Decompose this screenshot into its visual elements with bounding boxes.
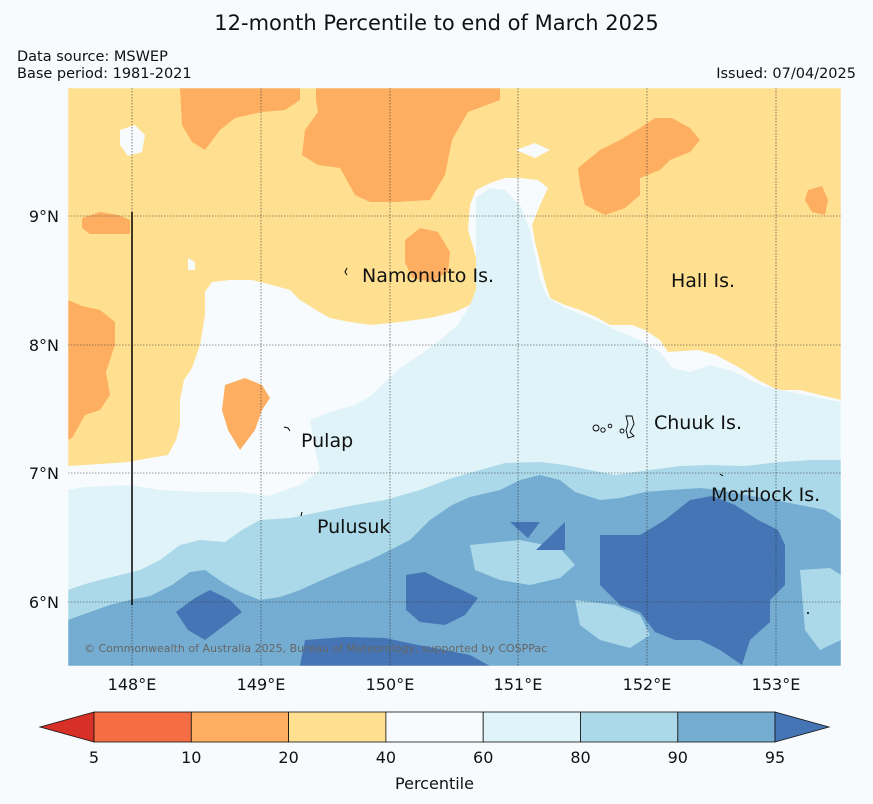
colorbar-swatch-90-95 — [677, 711, 776, 743]
percentile-field-80-90-patch — [575, 600, 650, 648]
lon-tick-label: 149°E — [237, 675, 286, 694]
percentile-field-40-60-hole — [188, 258, 195, 270]
percentile-field-10-20 — [578, 118, 700, 215]
colorbar-tick-label: 80 — [570, 748, 590, 767]
lat-tick-label: 7°N — [29, 464, 59, 483]
lon-axis: 148°E 149°E 150°E 151°E 152°E 153°E — [108, 675, 801, 694]
percentile-field-gt95 — [300, 637, 490, 666]
colorbar-swatch-10-20 — [190, 711, 290, 743]
colorbar-ticks: 5 10 20 40 60 80 90 95 — [89, 748, 785, 767]
map-panel: Namonuito Is. Hall Is. Pulap Chuuk Is. P… — [68, 88, 841, 666]
colorbar-gt95-arrow — [774, 711, 831, 743]
lat-tick-label: 8°N — [29, 336, 59, 355]
island-pulap — [283, 426, 291, 432]
colorbar — [38, 711, 831, 743]
place-label-hall: Hall Is. — [671, 270, 735, 292]
colorbar-swatch-20-40 — [288, 711, 387, 743]
percentile-field-gt95 — [536, 522, 565, 550]
colorbar-tick-label: 60 — [473, 748, 493, 767]
percentile-field-80-90-patch — [800, 568, 841, 650]
place-label-mortlock: Mortlock Is. — [711, 484, 820, 506]
percentile-field-10-20 — [82, 212, 130, 234]
percentile-field-10-20 — [68, 300, 115, 440]
colorbar-tick-label: 10 — [181, 748, 201, 767]
colorbar-swatch-80-90 — [580, 711, 679, 743]
island-namonuito — [344, 267, 348, 276]
percentile-field-10-20 — [805, 186, 828, 215]
percentile-field-40-60-hole — [516, 143, 550, 158]
place-label-namonuito: Namonuito Is. — [362, 265, 494, 287]
percentile-field-40-60-hole — [120, 125, 145, 156]
lat-tick-label: 9°N — [29, 207, 59, 226]
percentile-field-10-20 — [302, 88, 500, 202]
colorbar-swatch-5-10 — [93, 711, 192, 743]
percentile-field-80-90-patch — [470, 540, 575, 585]
island-mortlock-dot — [807, 612, 809, 614]
island-pulusuk — [300, 511, 303, 517]
percentile-field-gt95 — [176, 590, 242, 640]
lon-tick-label: 148°E — [108, 675, 157, 694]
island-chuuk — [592, 415, 635, 439]
gridlines — [68, 88, 841, 666]
data-source-text: Data source: MSWEP — [17, 49, 168, 65]
island-mortlock — [719, 473, 724, 477]
metadata-block: Data source: MSWEP Base period: 1981-202… — [17, 49, 192, 83]
colorbar-tick-label: 95 — [765, 748, 785, 767]
copyright-text: © Commonwealth of Australia 2025, Bureau… — [84, 642, 547, 655]
colorbar-swatch-60-80 — [482, 711, 581, 743]
lon-tick-label: 152°E — [623, 675, 672, 694]
base-period-text: Base period: 1981-2021 — [17, 66, 192, 82]
colorbar-title: Percentile — [395, 774, 474, 793]
percentile-field-gt95 — [510, 522, 540, 538]
colorbar-tick-label: 20 — [278, 748, 298, 767]
lat-tick-label: 6°N — [29, 593, 59, 612]
place-label-chuuk: Chuuk Is. — [654, 412, 742, 434]
map-frame — [67, 87, 842, 667]
lon-tick-label: 150°E — [366, 675, 415, 694]
issued-date-text: Issued: 07/04/2025 — [716, 66, 856, 82]
colorbar-swatch-40-60 — [385, 711, 484, 743]
place-label-pulap: Pulap — [301, 430, 353, 452]
map-title: 12-month Percentile to end of March 2025 — [214, 11, 659, 35]
colorbar-tick-label: 40 — [376, 748, 396, 767]
place-label-pulusuk: Pulusuk — [317, 516, 390, 538]
colorbar-tick-label: 90 — [668, 748, 688, 767]
colorbar-tick-label: 5 — [89, 748, 99, 767]
percentile-field-10-20 — [222, 378, 270, 450]
percentile-field-gt95 — [406, 572, 478, 625]
percentile-field-10-20 — [180, 88, 300, 150]
colorbar-lt5-arrow — [38, 711, 95, 743]
lat-axis: 9°N 8°N 7°N 6°N — [29, 207, 59, 612]
lon-tick-label: 153°E — [752, 675, 801, 694]
percentile-field-gt95 — [600, 496, 785, 665]
lon-tick-label: 151°E — [494, 675, 543, 694]
percentile-field-10-20 — [405, 228, 450, 282]
